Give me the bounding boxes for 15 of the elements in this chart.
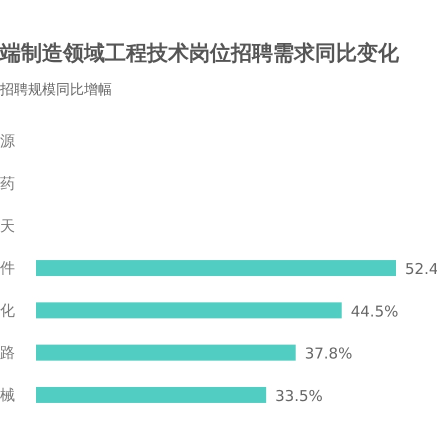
y-tick-label: 路	[0, 344, 15, 362]
y-tick-label: 药	[0, 174, 15, 192]
y-tick-label: 械	[0, 386, 15, 404]
y-tick-label: 件	[0, 259, 15, 278]
chart-subtitle: 招聘规模同比增幅	[0, 82, 112, 98]
y-tick-label: 天	[0, 216, 15, 235]
data-label: 33.5%	[275, 386, 323, 405]
data-label: 44.5%	[350, 302, 398, 320]
y-tick-label: 源	[0, 132, 15, 150]
bar	[36, 302, 342, 318]
bar	[36, 260, 396, 276]
bar	[36, 386, 266, 403]
bar	[36, 344, 296, 361]
data-label: 37.8%	[304, 344, 352, 363]
y-tick-label: 化	[0, 301, 15, 320]
